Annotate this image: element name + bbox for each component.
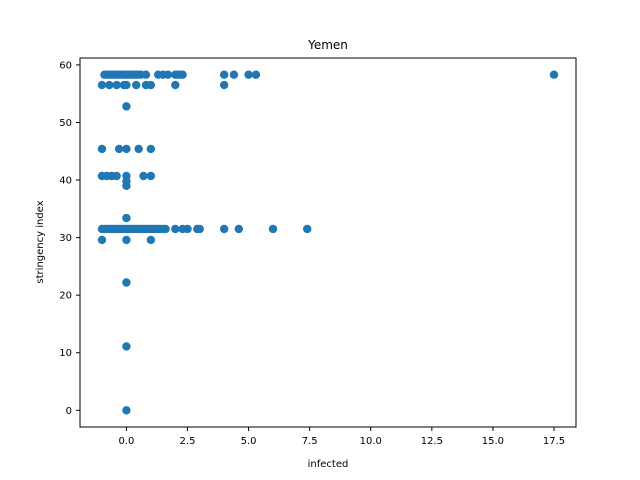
- y-tick-label: 60: [59, 60, 72, 71]
- scatter-point: [219, 224, 229, 234]
- y-axis-label: stringency index: [35, 200, 46, 283]
- y-tick-label: 10: [59, 348, 72, 359]
- scatter-point: [105, 80, 114, 90]
- x-tick-label: 17.5: [543, 436, 565, 447]
- scatter-point: [183, 224, 192, 234]
- scatter-point: [219, 70, 229, 79]
- scatter-point: [122, 102, 131, 111]
- y-tick-label: 0: [66, 406, 72, 417]
- scatter-point: [97, 144, 107, 154]
- scatter-point: [219, 80, 229, 90]
- scatter-point: [146, 235, 156, 245]
- axes-frame: [79, 57, 577, 428]
- scatter-point: [146, 144, 156, 154]
- x-tick-label: 7.5: [302, 436, 318, 447]
- y-axis-ticks: 0 10 20 30 40 50 60: [59, 60, 80, 417]
- scatter-point: [251, 70, 261, 79]
- y-tick-label: 30: [59, 233, 72, 244]
- scatter-point: [171, 80, 180, 90]
- x-tick-label: 5.0: [241, 436, 257, 447]
- scatter-point: [229, 70, 239, 79]
- x-tick-label: 0.0: [118, 436, 134, 447]
- x-tick-label: 10.0: [360, 436, 382, 447]
- scatter-point: [122, 181, 131, 190]
- x-tick-label: 15.0: [482, 436, 504, 447]
- y-tick-label: 20: [59, 291, 72, 302]
- x-axis-ticks: 0.0 2.5 5.0 7.5 10.0 12.5 15.0 17.5: [118, 427, 565, 447]
- scatter-point: [122, 144, 131, 154]
- scatter-point: [122, 342, 131, 351]
- scatter-point: [122, 278, 131, 287]
- x-tick-label: 12.5: [421, 436, 443, 447]
- chart-title: Yemen: [307, 38, 348, 52]
- scatter-point: [549, 70, 559, 79]
- scatter-point: [132, 80, 141, 90]
- scatter-point: [195, 224, 204, 234]
- scatter-point: [161, 224, 170, 234]
- scatter-point: [163, 70, 173, 79]
- y-tick-label: 40: [59, 176, 72, 187]
- scatter-point: [234, 224, 244, 234]
- scatter-point: [146, 80, 156, 90]
- x-axis-label: infected: [308, 459, 349, 470]
- data-points: [97, 70, 559, 415]
- scatter-point: [134, 144, 143, 154]
- scatter-point: [114, 144, 124, 154]
- scatter-point: [141, 70, 151, 79]
- scatter-point: [97, 235, 107, 245]
- scatter-point: [146, 171, 156, 181]
- y-tick-label: 50: [59, 118, 72, 129]
- scatter-point: [112, 80, 121, 90]
- scatter-point: [112, 171, 121, 181]
- scatter-point: [122, 80, 131, 90]
- scatter-point: [139, 171, 148, 181]
- scatter-point: [268, 224, 278, 234]
- x-tick-label: 2.5: [180, 436, 196, 447]
- scatter-point: [122, 406, 131, 415]
- scatter-point: [178, 70, 187, 79]
- scatter-point: [244, 70, 253, 79]
- scatter-point: [122, 213, 131, 223]
- scatter-point: [97, 80, 107, 90]
- scatter-point: [171, 224, 180, 234]
- scatter-point: [122, 235, 131, 245]
- scatter-point: [303, 224, 312, 234]
